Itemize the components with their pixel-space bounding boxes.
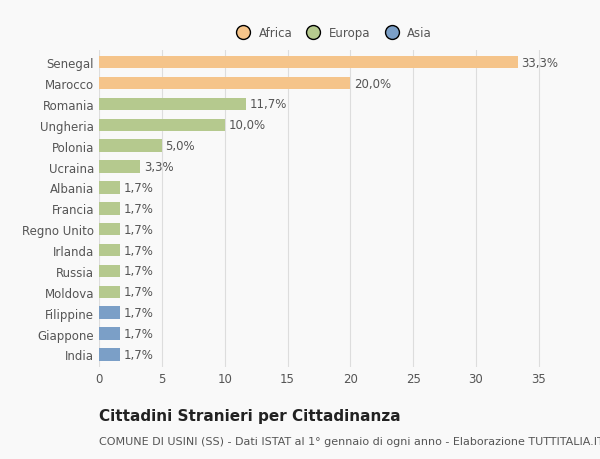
Text: 1,7%: 1,7% <box>124 181 154 195</box>
Bar <box>99 307 121 319</box>
Text: 20,0%: 20,0% <box>354 78 391 90</box>
Bar <box>99 286 121 298</box>
Text: 11,7%: 11,7% <box>250 98 287 111</box>
Text: COMUNE DI USINI (SS) - Dati ISTAT al 1° gennaio di ogni anno - Elaborazione TUTT: COMUNE DI USINI (SS) - Dati ISTAT al 1° … <box>99 436 600 446</box>
Text: 5,0%: 5,0% <box>166 140 195 153</box>
Bar <box>99 224 121 236</box>
Text: 1,7%: 1,7% <box>124 244 154 257</box>
Text: 3,3%: 3,3% <box>144 161 174 174</box>
Bar <box>99 182 121 194</box>
Text: 1,7%: 1,7% <box>124 265 154 278</box>
Bar <box>99 119 224 132</box>
Text: 10,0%: 10,0% <box>229 119 266 132</box>
Bar <box>99 140 162 152</box>
Text: 1,7%: 1,7% <box>124 348 154 361</box>
Text: 1,7%: 1,7% <box>124 327 154 340</box>
Text: Cittadini Stranieri per Cittadinanza: Cittadini Stranieri per Cittadinanza <box>99 409 401 424</box>
Bar <box>99 348 121 361</box>
Bar <box>99 78 350 90</box>
Bar <box>99 161 140 174</box>
Text: 1,7%: 1,7% <box>124 223 154 236</box>
Bar <box>99 202 121 215</box>
Text: 1,7%: 1,7% <box>124 307 154 319</box>
Bar <box>99 265 121 278</box>
Text: 1,7%: 1,7% <box>124 202 154 215</box>
Legend: Africa, Europa, Asia: Africa, Europa, Asia <box>229 25 434 42</box>
Bar <box>99 328 121 340</box>
Bar <box>99 244 121 257</box>
Text: 1,7%: 1,7% <box>124 285 154 299</box>
Text: 33,3%: 33,3% <box>521 56 558 69</box>
Bar <box>99 57 517 69</box>
Bar <box>99 98 246 111</box>
